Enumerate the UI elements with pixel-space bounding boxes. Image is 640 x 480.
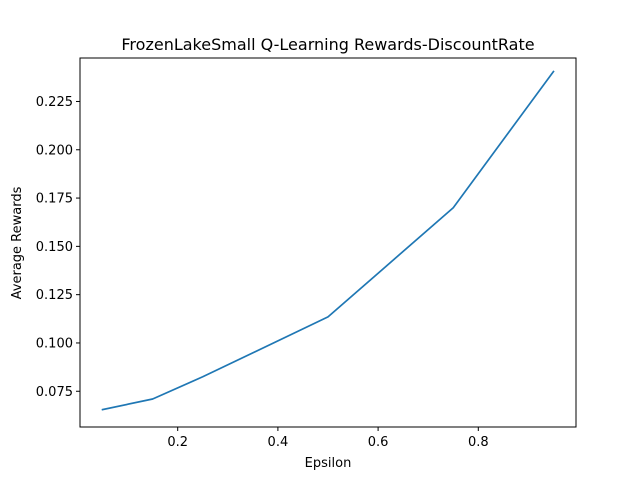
series-line-1	[101, 70, 555, 411]
chart-title: FrozenLakeSmall Q-Learning Rewards-Disco…	[121, 35, 534, 54]
x-tick-label: 0.4	[268, 435, 289, 450]
y-tick-label: 0.075	[36, 385, 73, 400]
plot-marks	[101, 70, 555, 411]
y-tick-label: 0.125	[36, 288, 73, 303]
y-tick-label: 0.200	[36, 143, 73, 158]
x-axis-ticks: 0.2 0.4 0.6 0.8	[167, 427, 489, 450]
y-axis-label: Average Rewards	[10, 186, 25, 299]
y-tick-label: 0.100	[36, 336, 73, 351]
y-axis-ticks: 0.075 0.100 0.125 0.150 0.175 0.200 0.225	[36, 95, 80, 400]
y-tick-label: 0.175	[36, 192, 73, 207]
plot-frame	[79, 57, 577, 428]
y-tick-label: 0.150	[36, 240, 73, 255]
x-tick-label: 0.2	[167, 435, 188, 450]
x-tick-label: 0.6	[368, 435, 389, 450]
y-tick-label: 0.225	[36, 95, 73, 110]
x-tick-label: 0.8	[468, 435, 489, 450]
x-axis-label: Epsilon	[305, 456, 352, 471]
